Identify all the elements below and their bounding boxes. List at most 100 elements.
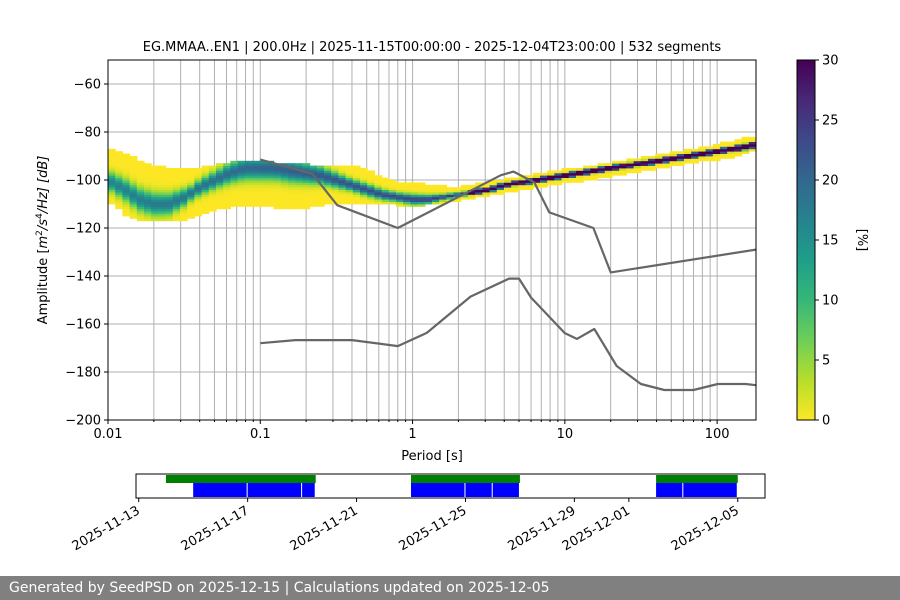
density-cell	[129, 211, 138, 214]
density-cell	[439, 192, 447, 195]
density-cell	[194, 172, 203, 176]
density-cell	[259, 165, 267, 169]
density-cell	[504, 187, 512, 190]
density-cell	[475, 189, 483, 193]
density-cell	[259, 177, 267, 181]
density-cell	[331, 168, 339, 171]
density-cell	[165, 218, 174, 222]
density-cell	[180, 201, 188, 205]
density-cell	[252, 199, 260, 202]
density-cell	[252, 160, 260, 164]
density-cell	[748, 148, 756, 152]
density-cell	[583, 177, 591, 181]
density-cell	[381, 199, 390, 202]
density-cell	[115, 153, 123, 157]
density-cell	[309, 201, 318, 205]
timeline-blue-segment	[411, 483, 465, 497]
density-cell	[388, 192, 397, 195]
density-cell	[684, 148, 692, 152]
density-cell	[331, 177, 339, 181]
density-cell	[115, 158, 123, 162]
density-cell	[288, 172, 296, 176]
density-cell	[309, 165, 318, 169]
density-cell	[180, 196, 188, 200]
density-cell	[187, 201, 195, 205]
density-cell	[374, 194, 383, 198]
y-label-exp1: 2	[35, 230, 45, 236]
density-cell	[568, 172, 577, 176]
density-cell	[187, 182, 195, 186]
density-cell	[316, 177, 325, 181]
density-cell	[252, 204, 260, 207]
density-cell	[187, 180, 195, 183]
density-cell	[720, 141, 728, 145]
density-cell	[223, 175, 231, 178]
density-cell	[655, 158, 663, 162]
density-cell	[741, 148, 750, 152]
density-cell	[144, 172, 152, 176]
density-cell	[266, 204, 275, 207]
density-cell	[180, 192, 188, 195]
density-cell	[374, 177, 383, 181]
density-cell	[295, 177, 303, 181]
density-cell	[633, 163, 642, 166]
density-cell	[439, 201, 447, 205]
density-cell	[208, 180, 217, 183]
density-cell	[590, 168, 599, 171]
density-cell	[273, 175, 282, 178]
density-cell	[295, 187, 303, 190]
density-cell	[669, 156, 678, 159]
density-cell	[309, 182, 318, 186]
density-cell	[583, 165, 591, 169]
density-cell	[748, 141, 756, 145]
density-cell	[194, 170, 203, 174]
density-cell	[309, 168, 318, 171]
density-cell	[396, 187, 404, 190]
density-cell	[331, 189, 339, 193]
density-cell	[352, 182, 361, 186]
density-cell	[360, 182, 368, 186]
density-cell	[201, 189, 210, 193]
density-cell	[122, 165, 131, 169]
density-cell	[489, 187, 498, 190]
density-cell	[194, 199, 203, 202]
density-cell	[388, 196, 397, 200]
density-cell	[136, 170, 145, 174]
density-cell	[648, 168, 656, 171]
density-cell	[684, 160, 692, 164]
density-cell	[266, 180, 275, 183]
density-cell	[108, 170, 116, 174]
density-cell	[108, 194, 116, 198]
density-cell	[309, 177, 318, 181]
density-cell	[626, 165, 635, 169]
density-cell	[266, 199, 275, 202]
density-cell	[180, 213, 188, 217]
density-cell	[720, 144, 728, 147]
density-cell	[496, 180, 505, 183]
density-cell	[381, 177, 390, 181]
density-cell	[424, 192, 433, 195]
density-cell	[129, 170, 138, 174]
density-cell	[165, 196, 174, 200]
density-cell	[201, 206, 210, 210]
density-cell	[180, 194, 188, 198]
density-cell	[482, 189, 491, 193]
density-cell	[662, 153, 671, 157]
density-cell	[122, 153, 131, 157]
density-cell	[259, 196, 267, 200]
density-cell	[223, 206, 231, 210]
density-cell	[194, 208, 203, 212]
density-cell	[208, 182, 217, 186]
density-cell	[345, 201, 354, 205]
density-cell	[417, 194, 426, 198]
density-cell	[266, 182, 275, 186]
density-cell	[187, 194, 195, 198]
density-cell	[324, 180, 332, 183]
density-cell	[604, 175, 613, 178]
y-label-m: m	[36, 236, 51, 249]
density-cell	[201, 172, 210, 176]
density-cell	[129, 160, 138, 164]
density-cell	[208, 168, 217, 171]
density-cell	[194, 182, 203, 186]
density-cell	[302, 182, 311, 186]
